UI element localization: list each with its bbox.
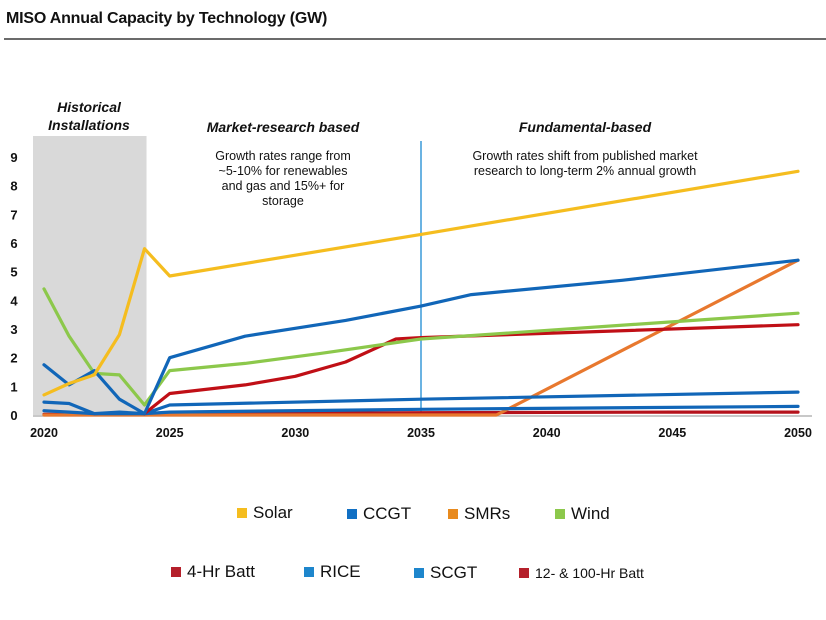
x-tick-label: 2045 <box>658 426 686 440</box>
market-research-note-line: storage <box>262 194 304 208</box>
legend-label: 4-Hr Batt <box>187 562 256 581</box>
legend-item-ccgt: CCGT <box>347 504 411 524</box>
legend-label: 12- & 100-Hr Batt <box>535 565 644 581</box>
market-research-title: Market-research based <box>207 119 360 135</box>
y-tick-label: 1 <box>10 379 17 394</box>
legend-label: SCGT <box>430 563 478 582</box>
legend-label: SMRs <box>464 504 511 523</box>
legend-label: Wind <box>571 504 610 523</box>
fundamental-note-line: Growth rates shift from published market <box>472 149 698 163</box>
series-line-solar <box>42 169 800 397</box>
legend-swatch-scgt <box>414 568 424 578</box>
legend-item-4hr-batt: 4-Hr Batt <box>171 562 255 582</box>
legend-label: RICE <box>320 562 361 581</box>
series-line-smrs <box>42 258 800 417</box>
y-tick-label: 3 <box>10 322 17 337</box>
legend-item-smrs: SMRs <box>448 504 510 524</box>
legend-swatch-wind <box>555 509 565 519</box>
legend-swatch-smrs <box>448 509 458 519</box>
y-tick-label: 8 <box>10 179 17 194</box>
x-tick-label: 2020 <box>30 426 58 440</box>
legend-item-wind: Wind <box>555 504 610 524</box>
x-tick-label: 2040 <box>533 426 561 440</box>
legend-label: CCGT <box>363 504 412 523</box>
legend-swatch-ccgt <box>347 509 357 519</box>
legend-item-rice: RICE <box>304 562 361 582</box>
series-line-rice <box>42 390 800 416</box>
market-research-note-line: Growth rates range from <box>215 149 350 163</box>
historical-title-line2: Installations <box>48 117 130 133</box>
legend-swatch-12-100hr-batt <box>519 568 529 578</box>
legend-item-scgt: SCGT <box>414 563 477 583</box>
title-divider <box>4 38 826 40</box>
legend-swatch-rice <box>304 567 314 577</box>
historical-title-line1: Historical <box>57 99 122 115</box>
market-research-note-line: and gas and 15%+ for <box>222 179 345 193</box>
fundamental-title: Fundamental-based <box>519 119 652 135</box>
x-tick-label: 2050 <box>784 426 812 440</box>
y-tick-label: 0 <box>10 408 17 423</box>
x-tick-label: 2025 <box>156 426 184 440</box>
legend-item-12-100hr-batt: 12- & 100-Hr Batt <box>519 565 644 581</box>
market-research-note-line: ~5-10% for renewables <box>219 164 348 178</box>
series-line-ccgt <box>42 258 800 416</box>
y-tick-label: 9 <box>10 150 17 165</box>
chart-title: MISO Annual Capacity by Technology (GW) <box>6 10 328 27</box>
y-tick-label: 6 <box>10 236 17 251</box>
series-line-4-hr-batt <box>142 323 800 416</box>
legend-swatch-4hr-batt <box>171 567 181 577</box>
x-tick-label: 2030 <box>281 426 309 440</box>
legend-label: Solar <box>253 503 293 522</box>
legend-item-solar: Solar <box>237 503 293 523</box>
x-tick-label: 2035 <box>407 426 435 440</box>
fundamental-note-line: research to long-term 2% annual growth <box>474 164 696 178</box>
y-tick-label: 7 <box>10 207 17 222</box>
y-tick-label: 2 <box>10 351 17 366</box>
y-tick-label: 5 <box>10 265 17 280</box>
legend-swatch-solar <box>237 508 247 518</box>
y-tick-label: 4 <box>10 293 18 308</box>
